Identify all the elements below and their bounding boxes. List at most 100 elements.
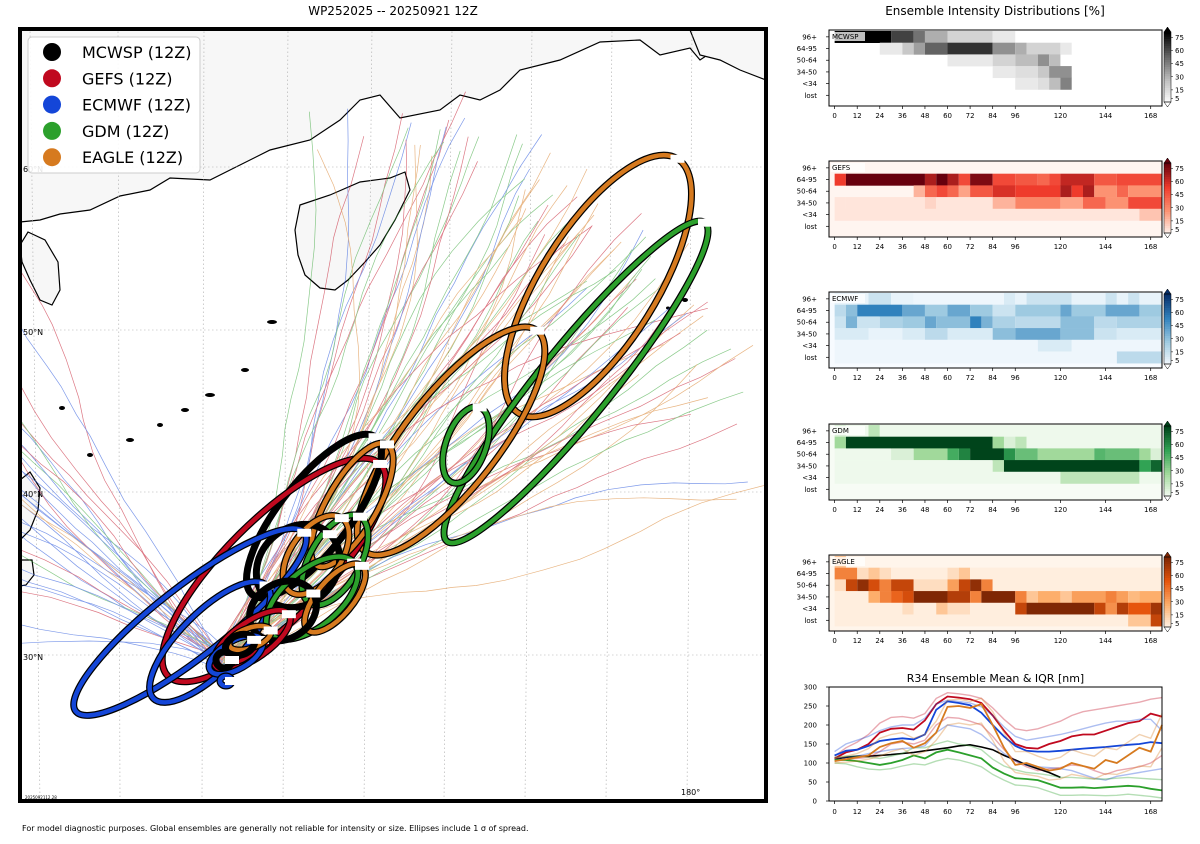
colorbar-tick-label: 60 bbox=[1175, 178, 1184, 186]
heatmap-xtick-label: 36 bbox=[898, 637, 907, 645]
ensemble-track bbox=[20, 421, 222, 657]
heatmap-cell bbox=[1128, 602, 1151, 615]
heatmap-cell bbox=[1015, 42, 1027, 55]
heatmap-xtick-label: 168 bbox=[1144, 243, 1157, 251]
colorbar-segment bbox=[1164, 585, 1171, 588]
island bbox=[205, 393, 215, 397]
heatmap-cell bbox=[992, 66, 1016, 79]
heatmap-xtick-label: 0 bbox=[832, 112, 836, 120]
heatmap-xtick-label: 120 bbox=[1054, 112, 1067, 120]
r34-ytick-label: 150 bbox=[804, 741, 817, 749]
colorbar-segment bbox=[1164, 470, 1171, 474]
heatmap-row-label: 50-64 bbox=[797, 57, 818, 65]
colorbar-tick-label: 45 bbox=[1175, 322, 1184, 330]
colorbar-segment bbox=[1164, 83, 1171, 87]
heatmap-cell bbox=[1060, 42, 1072, 55]
heatmap-row-label: 96+ bbox=[802, 427, 817, 435]
heatmap-cell bbox=[1037, 448, 1095, 461]
heatmap-cell bbox=[834, 316, 846, 329]
colorbar-segment bbox=[1164, 433, 1171, 436]
colorbar-segment bbox=[1164, 202, 1171, 206]
colorbar-segment bbox=[1164, 359, 1171, 363]
heatmap-cell bbox=[1150, 614, 1162, 627]
heatmap-cell bbox=[891, 448, 914, 461]
colorbar-segment bbox=[1164, 294, 1171, 297]
heatmap-xtick-label: 60 bbox=[943, 506, 952, 514]
heatmap-cell bbox=[868, 293, 892, 305]
colorbar-segment bbox=[1164, 580, 1171, 584]
heatmap-cell bbox=[1139, 208, 1162, 221]
heatmap-cell bbox=[970, 304, 993, 317]
legend-items: MCWSP (12Z) GEFS (12Z) ECMWF (12Z) GDM (12Z… bbox=[43, 43, 192, 167]
colorbar-segment bbox=[1164, 596, 1171, 600]
colorbar-tick-label: 45 bbox=[1175, 60, 1184, 68]
heatmap-cell bbox=[992, 579, 1162, 592]
heatmap-cell bbox=[1037, 54, 1050, 67]
heatmap-cell bbox=[1128, 185, 1162, 198]
heatmap-cell bbox=[834, 339, 1038, 352]
ensemble-track bbox=[20, 578, 219, 666]
heatmap-frame bbox=[828, 291, 1163, 369]
colorbar-segment bbox=[1164, 322, 1171, 325]
colorbar-frame bbox=[1163, 31, 1172, 103]
heatmap-cell bbox=[913, 293, 1004, 305]
heatmap-name: GDM bbox=[832, 427, 849, 435]
heatmap-cell bbox=[913, 448, 948, 461]
colorbar-segment bbox=[1164, 228, 1171, 232]
heatmap-row-label: lost bbox=[804, 223, 817, 231]
heatmap-cell bbox=[1094, 173, 1117, 186]
colorbar-segment bbox=[1164, 468, 1171, 471]
colorbar-segment bbox=[1164, 53, 1171, 56]
heatmap-cell bbox=[1150, 602, 1162, 615]
ellipse-label-bg bbox=[225, 677, 239, 685]
colorbar-segment bbox=[1164, 592, 1171, 595]
colorbar-segment bbox=[1164, 50, 1171, 54]
r34-xtick-label: 48 bbox=[920, 808, 929, 816]
ellipse-label-bg bbox=[530, 326, 545, 335]
heatmap-cell bbox=[958, 567, 971, 580]
heatmap-cell bbox=[857, 304, 903, 317]
colorbar-segment bbox=[1164, 184, 1171, 187]
heatmap-row-label: 50-64 bbox=[797, 188, 818, 196]
colorbar-tick-label: 60 bbox=[1175, 309, 1184, 317]
heatmap-xtick-label: 24 bbox=[875, 374, 884, 382]
r34-xtick-label: 96 bbox=[1011, 808, 1020, 816]
colorbar-segment bbox=[1164, 608, 1171, 612]
colorbar-bottom-arrow bbox=[1163, 101, 1172, 108]
grid-lon-line bbox=[117, 29, 121, 801]
colorbar-segment bbox=[1164, 205, 1171, 208]
ensemble-track bbox=[219, 484, 766, 666]
heatmap-xtick-label: 144 bbox=[1099, 506, 1113, 514]
heatmap-xtick-label: 144 bbox=[1099, 243, 1113, 251]
ensemble-track bbox=[20, 497, 219, 655]
ensemble-title: Ensemble Intensity Distributions [%] bbox=[885, 4, 1105, 18]
heatmap-row-label: 96+ bbox=[802, 558, 817, 566]
heatmap-cell bbox=[845, 579, 858, 592]
lat-label-50: 50°N bbox=[23, 328, 43, 337]
heatmap-xtick-label: 0 bbox=[832, 374, 836, 382]
heatmap-cell bbox=[1060, 316, 1095, 329]
heatmap-cell bbox=[936, 316, 971, 329]
r34-ytick-label: 200 bbox=[804, 722, 817, 730]
colorbar-segment bbox=[1164, 437, 1171, 441]
heatmap-cell bbox=[1071, 293, 1106, 305]
colorbar-segment bbox=[1164, 81, 1171, 84]
colorbar-segment bbox=[1164, 333, 1171, 337]
heatmap-cell bbox=[879, 567, 892, 580]
heatmap-cell bbox=[1037, 173, 1050, 186]
heatmap-cell bbox=[1037, 66, 1050, 79]
heatmap-cell bbox=[1015, 602, 1027, 615]
heatmap-name-bg bbox=[831, 426, 865, 435]
legend-marker bbox=[43, 43, 61, 61]
ensemble-track bbox=[20, 533, 222, 659]
heatmap-cell bbox=[992, 185, 1016, 198]
colorbar-segment bbox=[1164, 338, 1171, 342]
heatmap-cell bbox=[1116, 591, 1129, 604]
colorbar-segment bbox=[1164, 340, 1171, 344]
r34-series-line bbox=[834, 697, 1163, 761]
heatmap-cell bbox=[970, 173, 993, 186]
ensemble-track bbox=[20, 568, 223, 653]
r34-series-line bbox=[834, 722, 1163, 781]
colorbar-top-arrow bbox=[1163, 157, 1172, 164]
colorbar-segment bbox=[1164, 345, 1171, 349]
